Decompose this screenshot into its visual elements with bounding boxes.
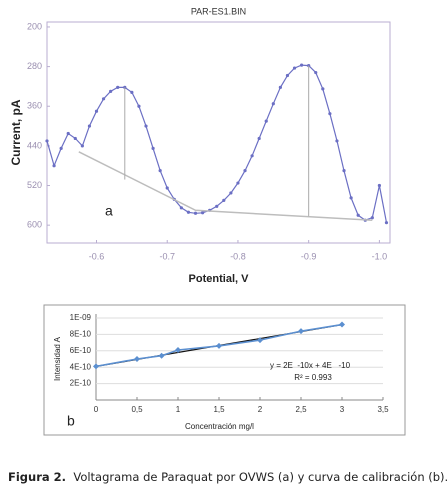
point [349, 196, 353, 200]
x-tick-label: -0.6 [89, 251, 105, 261]
y-tick-label: 280 [27, 61, 42, 71]
point [144, 124, 148, 128]
point [52, 164, 56, 168]
point [370, 216, 374, 220]
point [80, 144, 84, 148]
point [66, 131, 70, 136]
point [94, 109, 99, 113]
x-tick-label: -0.9 [301, 251, 317, 261]
point [87, 124, 92, 128]
point [257, 337, 263, 344]
caption-label: Figura 2. [8, 470, 67, 484]
y-tick-label: 6E-10 [70, 346, 92, 355]
point [215, 204, 219, 208]
point [236, 181, 240, 185]
point [45, 139, 49, 143]
point [243, 169, 247, 173]
point [271, 102, 275, 106]
x-tick-label: 2 [258, 405, 263, 414]
point [73, 136, 77, 141]
point [200, 211, 205, 215]
point [264, 119, 268, 123]
point [158, 169, 162, 173]
y-axis-label: Intensidad A [53, 336, 62, 381]
y-tick-label: 440 [27, 140, 42, 150]
x-tick-label: 3 [340, 405, 345, 414]
point [356, 213, 360, 217]
point [377, 183, 381, 188]
point [134, 356, 140, 362]
annotation: b [67, 413, 75, 429]
point [335, 139, 339, 143]
r-squared: R² = 0.993 [294, 373, 332, 382]
y-tick-label: 360 [27, 101, 42, 111]
point [299, 63, 304, 67]
chart-frame [43, 304, 406, 436]
point [101, 97, 106, 101]
x-tick-label: 1 [176, 405, 181, 414]
point [384, 221, 389, 225]
point [257, 136, 261, 141]
y-tick-label: 520 [27, 180, 42, 190]
y-tick-label: 4E-10 [70, 362, 92, 371]
x-tick-label: -0.7 [159, 251, 175, 261]
point [59, 146, 63, 150]
point [278, 85, 282, 90]
chart-title: PAR-ES1.BIN [191, 6, 246, 16]
x-tick-label: 3,5 [377, 405, 389, 414]
baseline [78, 151, 373, 221]
point [292, 66, 297, 70]
point [130, 90, 134, 94]
y-tick-label: 2E-10 [70, 379, 92, 388]
point [229, 191, 233, 195]
point [109, 89, 113, 93]
point [93, 363, 99, 370]
point [186, 210, 191, 214]
x-axis-label: Concentración mg/l [185, 422, 254, 431]
point [285, 73, 290, 78]
point [298, 328, 304, 335]
x-tick-label: 0,5 [131, 405, 143, 414]
point [165, 186, 169, 190]
x-tick-label: 2,5 [295, 405, 307, 414]
figure-caption: Figura 2. Voltagrama de Paraquat por OVW… [8, 470, 448, 484]
data-line [95, 323, 343, 368]
caption-text: Voltagrama de Paraquat por OVWS (a) y cu… [73, 470, 448, 484]
point [222, 198, 226, 202]
point [342, 169, 346, 173]
annotation: a [105, 203, 113, 219]
x-axis-label: Potential, V [189, 273, 250, 285]
y-tick-label: 600 [27, 220, 42, 230]
point [137, 104, 141, 108]
point [339, 321, 345, 328]
x-tick-label: 0 [94, 405, 99, 414]
point [158, 352, 165, 359]
point [116, 85, 120, 90]
point [321, 87, 325, 91]
x-tick-label: 1,5 [213, 405, 225, 414]
point [179, 206, 183, 210]
point [328, 112, 332, 116]
point [216, 342, 222, 349]
point [250, 154, 254, 158]
y-tick-label: 8E-10 [70, 330, 92, 339]
y-tick-label: 1E-09 [70, 313, 92, 322]
x-tick-label: -0.8 [230, 251, 246, 261]
point [151, 146, 155, 150]
y-tick-label: 200 [27, 21, 42, 31]
plot-area [46, 21, 391, 244]
figure: 200 280 360 440 520 600 -0.6 -0.7 -0.8 -0.9 -1.0 PA… [9, 6, 406, 436]
equation: y = 2E -10x + 4E -10 [270, 361, 351, 370]
point [193, 211, 198, 215]
y-axis-label: Current, pA [9, 99, 23, 165]
point [175, 346, 181, 353]
point [314, 70, 318, 75]
x-tick-label: -1.0 [372, 251, 388, 261]
